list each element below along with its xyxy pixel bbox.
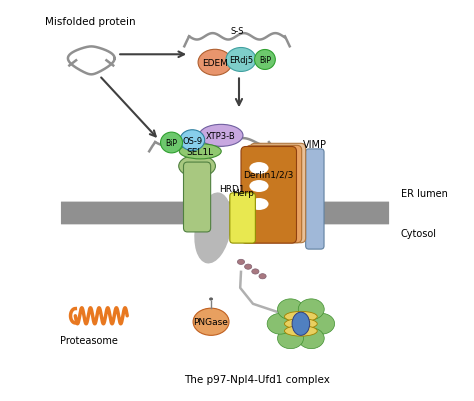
Text: BiP: BiP xyxy=(259,56,271,65)
Text: VIMP: VIMP xyxy=(303,140,327,150)
FancyBboxPatch shape xyxy=(61,202,389,225)
FancyBboxPatch shape xyxy=(306,150,324,249)
Ellipse shape xyxy=(209,298,213,301)
Text: The p97-Npl4-Ufd1 complex: The p97-Npl4-Ufd1 complex xyxy=(184,374,330,384)
Text: S-S: S-S xyxy=(230,27,244,36)
Ellipse shape xyxy=(298,299,324,320)
Text: SEL1L: SEL1L xyxy=(187,148,214,156)
Ellipse shape xyxy=(284,319,317,329)
Text: Derlin1/2/3: Derlin1/2/3 xyxy=(243,170,293,179)
Ellipse shape xyxy=(237,259,245,265)
Ellipse shape xyxy=(249,180,269,192)
Ellipse shape xyxy=(179,156,216,178)
Ellipse shape xyxy=(277,328,303,349)
FancyBboxPatch shape xyxy=(241,147,296,243)
Ellipse shape xyxy=(249,163,269,174)
Text: Herp: Herp xyxy=(232,189,254,198)
Ellipse shape xyxy=(284,312,317,322)
Ellipse shape xyxy=(267,314,293,334)
Text: Proteasome: Proteasome xyxy=(60,335,118,345)
Ellipse shape xyxy=(245,264,252,269)
Ellipse shape xyxy=(198,50,232,76)
Ellipse shape xyxy=(298,328,324,349)
Ellipse shape xyxy=(259,274,266,279)
Ellipse shape xyxy=(292,312,310,336)
Ellipse shape xyxy=(180,130,205,151)
FancyBboxPatch shape xyxy=(250,144,306,243)
FancyBboxPatch shape xyxy=(230,193,255,243)
FancyBboxPatch shape xyxy=(246,146,301,243)
FancyBboxPatch shape xyxy=(183,163,210,232)
Text: HRD1: HRD1 xyxy=(219,184,245,193)
Ellipse shape xyxy=(255,51,275,70)
Ellipse shape xyxy=(226,49,256,72)
Text: OS-9: OS-9 xyxy=(182,136,202,145)
Ellipse shape xyxy=(252,269,259,274)
Ellipse shape xyxy=(284,326,317,336)
Text: EDEM: EDEM xyxy=(202,59,228,68)
Text: BiP: BiP xyxy=(165,139,178,148)
Ellipse shape xyxy=(277,299,303,320)
Text: ERdj5: ERdj5 xyxy=(229,56,253,65)
Ellipse shape xyxy=(193,308,229,336)
Ellipse shape xyxy=(194,193,232,264)
Text: Misfolded protein: Misfolded protein xyxy=(46,17,136,27)
Text: Cytosol: Cytosol xyxy=(401,229,437,238)
Ellipse shape xyxy=(161,133,182,154)
Ellipse shape xyxy=(179,144,221,160)
Ellipse shape xyxy=(249,198,269,211)
Text: XTP3-B: XTP3-B xyxy=(206,132,236,140)
Text: ER lumen: ER lumen xyxy=(401,188,447,198)
Ellipse shape xyxy=(199,125,243,147)
Text: PNGase: PNGase xyxy=(193,318,228,326)
Ellipse shape xyxy=(309,314,335,334)
